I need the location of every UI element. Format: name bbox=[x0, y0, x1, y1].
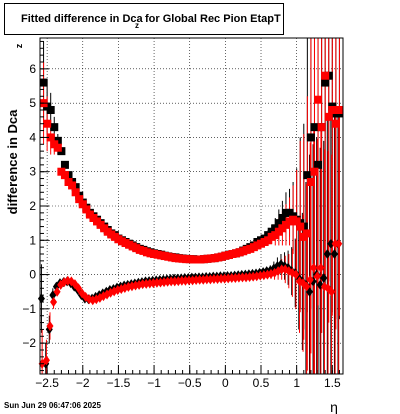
x-tick-label: −0.5 bbox=[178, 376, 202, 390]
y-tick-label: 6 bbox=[29, 62, 36, 76]
data-point-diamond bbox=[303, 281, 311, 292]
data-point-square bbox=[306, 133, 315, 142]
data-point-square bbox=[321, 71, 330, 80]
x-tick-label: 1.5 bbox=[324, 376, 341, 390]
y-tick-label: 3 bbox=[29, 165, 36, 179]
data-point-square bbox=[310, 167, 319, 176]
data-point-diamond bbox=[210, 274, 218, 285]
date-stamp: Sun Jun 29 06:47:06 2025 bbox=[4, 401, 101, 410]
data-point-square bbox=[60, 171, 69, 180]
x-tick-label: 1 bbox=[293, 376, 300, 390]
data-point-diamond bbox=[217, 273, 225, 284]
data-point-diamond bbox=[313, 271, 321, 282]
data-point-square bbox=[310, 123, 319, 132]
data-point-square bbox=[292, 217, 301, 226]
x-axis-label: η bbox=[330, 399, 338, 414]
data-point-diamond bbox=[310, 262, 318, 273]
data-point-square bbox=[46, 133, 55, 142]
y-tick-label: −1 bbox=[22, 302, 36, 316]
data-point-diamond bbox=[335, 238, 343, 249]
data-point-diamond bbox=[306, 274, 314, 285]
data-point-diamond bbox=[46, 321, 54, 331]
x-tick-label: 0.5 bbox=[253, 376, 270, 390]
data-point-diamond bbox=[167, 276, 175, 287]
data-point-square bbox=[324, 112, 333, 121]
data-point-diamond bbox=[178, 275, 186, 286]
data-point-diamond bbox=[330, 249, 338, 259]
data-point-square bbox=[306, 178, 315, 186]
x-tick-label: −2 bbox=[76, 376, 90, 390]
y-tick-label: 2 bbox=[29, 199, 36, 213]
data-point-diamond bbox=[196, 274, 204, 285]
y-tick-label: −2 bbox=[22, 336, 36, 350]
data-point-square bbox=[296, 222, 305, 231]
data-point-square bbox=[75, 195, 84, 204]
x-tick-label: −1.5 bbox=[107, 376, 131, 390]
x-tick-label: 0 bbox=[222, 376, 229, 390]
data-point-square bbox=[303, 171, 312, 180]
data-point-diamond bbox=[238, 272, 246, 283]
data-point-square bbox=[46, 106, 55, 114]
x-tick-label: −1 bbox=[147, 376, 161, 390]
data-point-diamond bbox=[185, 275, 193, 286]
title-box: Fitted difference in Dca z for Global Re… bbox=[4, 3, 284, 35]
x-axis-ticks: −2.5 −2 −1.5 −1 −0.5 0 0.5 1 1.5 bbox=[35, 365, 341, 390]
data-point-square bbox=[303, 229, 312, 238]
data-point-square bbox=[82, 205, 91, 214]
data-point-square bbox=[314, 160, 323, 169]
data-point-square bbox=[321, 78, 330, 87]
data-point-square bbox=[317, 123, 326, 132]
data-point-square bbox=[274, 219, 283, 228]
data-point-square bbox=[78, 200, 87, 209]
data-point-square bbox=[53, 143, 62, 152]
y-tick-label: 1 bbox=[29, 233, 36, 247]
y-tick-label: 0 bbox=[29, 268, 36, 282]
y-axis-label-subscript: z bbox=[14, 43, 24, 48]
data-point-diamond bbox=[320, 273, 328, 283]
data-point-diamond bbox=[292, 269, 300, 280]
data-point-square bbox=[314, 95, 323, 104]
data-point-square bbox=[50, 123, 59, 132]
data-point-square bbox=[43, 119, 52, 128]
data-point-diamond bbox=[323, 249, 331, 259]
data-point-diamond bbox=[331, 238, 339, 249]
data-point-square bbox=[60, 160, 69, 169]
y-tick-label: 4 bbox=[29, 130, 36, 144]
data-point-diamond bbox=[42, 355, 50, 366]
data-point-diamond bbox=[327, 238, 335, 249]
data-point-square bbox=[68, 181, 77, 190]
x-tick-label: −2.5 bbox=[35, 376, 59, 390]
data-point-diamond bbox=[228, 273, 236, 283]
chart-title-rest: for Global Rec Pion EtapT bbox=[145, 13, 281, 25]
data-marks bbox=[37, 71, 344, 369]
data-point-diamond bbox=[50, 297, 58, 307]
data-point-square bbox=[71, 188, 80, 197]
data-point-diamond bbox=[74, 283, 82, 294]
data-point-diamond bbox=[278, 264, 286, 275]
data-point-square bbox=[328, 106, 337, 114]
data-point-square bbox=[335, 106, 344, 114]
data-point-diamond bbox=[53, 286, 61, 297]
data-point-square bbox=[278, 214, 287, 222]
y-axis-label: difference in Dca bbox=[5, 109, 20, 215]
data-point-diamond bbox=[203, 274, 211, 285]
y-axis-ticks: −2 −1 0 1 2 3 4 5 6 bbox=[22, 40, 49, 372]
data-point-square bbox=[331, 119, 340, 128]
chart-title: Fitted difference in Dca bbox=[21, 13, 143, 25]
chart-title-subscript: z bbox=[135, 21, 139, 30]
data-point-diamond bbox=[317, 262, 325, 273]
data-point-diamond bbox=[328, 286, 336, 297]
y-tick-label: 5 bbox=[29, 96, 36, 110]
